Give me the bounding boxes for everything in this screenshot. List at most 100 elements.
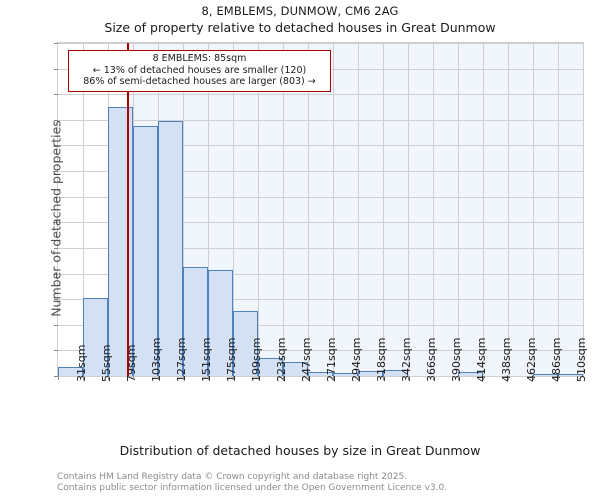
- gridline: [333, 43, 334, 376]
- x-axis-tick-label: 127sqm: [175, 337, 188, 382]
- y-axis-tick-mark: [54, 376, 58, 377]
- gridline: [58, 171, 583, 173]
- histogram-bar: [333, 373, 358, 376]
- x-axis-tick-mark: [183, 376, 184, 380]
- y-axis-tick-mark: [54, 324, 58, 326]
- gridline: [258, 43, 259, 376]
- plot-area: 020406080100120140160180200220240260 31s…: [49, 42, 588, 382]
- annotation-line-2: ← 13% of detached houses are smaller (12…: [92, 64, 307, 76]
- annotation-box: 8 EMBLEMS: 85sqm ← 13% of detached house…: [68, 50, 331, 92]
- x-axis-tick-label: 151sqm: [200, 337, 213, 382]
- histogram-bar: [183, 267, 208, 376]
- footer-line-1: Contains HM Land Registry data © Crown c…: [57, 472, 408, 482]
- gridline: [558, 43, 559, 376]
- gridline: [183, 43, 184, 376]
- histogram-bar: [233, 310, 258, 376]
- histogram-bar: [108, 107, 133, 376]
- x-axis-label: Distribution of detached houses by size …: [119, 443, 481, 458]
- histogram-bar: [258, 358, 283, 376]
- page-subtitle: Size of property relative to detached ho…: [104, 20, 496, 35]
- x-axis-tick-label: 414sqm: [475, 337, 488, 382]
- gridline: [208, 43, 209, 376]
- gridline: [458, 43, 459, 376]
- histogram-bar: [133, 126, 158, 376]
- x-axis-tick-label: 55sqm: [100, 344, 113, 382]
- x-axis-tick-label: 342sqm: [400, 337, 413, 382]
- x-axis-tick-mark: [233, 376, 234, 380]
- gridline: [58, 299, 583, 301]
- histogram-bar: [458, 372, 483, 376]
- x-axis-tick-mark: [83, 376, 84, 380]
- y-axis-tick-mark: [54, 222, 58, 224]
- histogram-bar: [383, 369, 408, 376]
- gridline: [358, 43, 359, 376]
- gridline: [508, 43, 509, 376]
- y-axis-tick-mark: [54, 196, 58, 198]
- x-axis-tick-label: 510sqm: [575, 337, 588, 382]
- x-axis-tick-mark: [108, 376, 109, 380]
- gridline: [533, 43, 534, 376]
- x-axis-tick-mark: [558, 376, 559, 380]
- y-axis-tick-mark: [54, 119, 58, 121]
- x-axis-tick-mark: [208, 376, 209, 380]
- gridline: [233, 43, 234, 376]
- gridline: [83, 43, 84, 376]
- annotation-line-1: 8 EMBLEMS: 85sqm: [152, 53, 247, 64]
- x-axis-tick-label: 199sqm: [250, 337, 263, 382]
- annotation-line-3: 86% of semi-detached houses are larger (…: [83, 76, 316, 87]
- gridline: [58, 145, 583, 147]
- x-axis-tick-mark: [358, 376, 359, 380]
- x-axis-tick-mark: [433, 376, 434, 380]
- y-axis-tick-mark: [54, 350, 58, 352]
- gridline: [58, 196, 583, 198]
- gridline: [308, 43, 309, 376]
- y-axis-tick-mark: [54, 273, 58, 275]
- y-axis-tick-mark: [54, 68, 58, 70]
- x-axis-tick-mark: [308, 376, 309, 380]
- x-axis-tick-mark: [483, 376, 484, 380]
- footer-attribution: Contains HM Land Registry data © Crown c…: [57, 472, 597, 493]
- x-axis-tick-mark: [408, 376, 409, 380]
- histogram-bar: [308, 372, 333, 376]
- histogram-bar: [283, 361, 308, 376]
- x-axis-tick-label: 318sqm: [375, 337, 388, 382]
- x-axis-tick-label: 247sqm: [300, 337, 313, 382]
- histogram-bar: [158, 121, 183, 376]
- x-axis-tick-label: 486sqm: [550, 337, 563, 382]
- page-title: 8, EMBLEMS, DUNMOW, CM6 2AG: [201, 4, 399, 18]
- y-axis-tick-mark: [54, 94, 58, 96]
- histogram-bar: [58, 367, 83, 376]
- gridline: [58, 119, 583, 121]
- x-axis-tick-label: 390sqm: [450, 337, 463, 382]
- property-size-marker: [126, 43, 129, 376]
- x-axis-tick-label: 103sqm: [150, 337, 163, 382]
- gridline: [58, 273, 583, 275]
- x-axis-tick-mark: [58, 376, 59, 380]
- x-axis-tick-label: 31sqm: [75, 344, 88, 382]
- y-axis-tick-mark: [54, 247, 58, 249]
- gridline: [58, 94, 583, 96]
- footer-line-2: Contains public sector information licen…: [57, 482, 448, 493]
- x-axis-tick-label: 294sqm: [350, 337, 363, 382]
- y-axis-tick-mark: [54, 43, 58, 44]
- x-axis-tick-label: 271sqm: [325, 337, 338, 382]
- x-axis-tick-mark: [533, 376, 534, 380]
- gridline: [58, 350, 583, 352]
- x-axis-tick-label: 366sqm: [425, 337, 438, 382]
- x-axis-tick-mark: [333, 376, 334, 380]
- gridline: [383, 43, 384, 376]
- histogram-bar: [83, 297, 108, 376]
- x-axis-tick-label: 438sqm: [500, 337, 513, 382]
- x-axis-tick-label: 175sqm: [225, 337, 238, 382]
- x-axis-tick-mark: [283, 376, 284, 380]
- gridline: [58, 222, 583, 224]
- x-axis-tick-mark: [133, 376, 134, 380]
- x-axis-tick-label: 462sqm: [525, 337, 538, 382]
- x-axis-tick-label: 223sqm: [275, 337, 288, 382]
- gridline: [283, 43, 284, 376]
- y-axis-tick-mark: [54, 145, 58, 147]
- gridline: [58, 247, 583, 249]
- x-axis-tick-mark: [383, 376, 384, 380]
- y-axis-tick-mark: [54, 171, 58, 173]
